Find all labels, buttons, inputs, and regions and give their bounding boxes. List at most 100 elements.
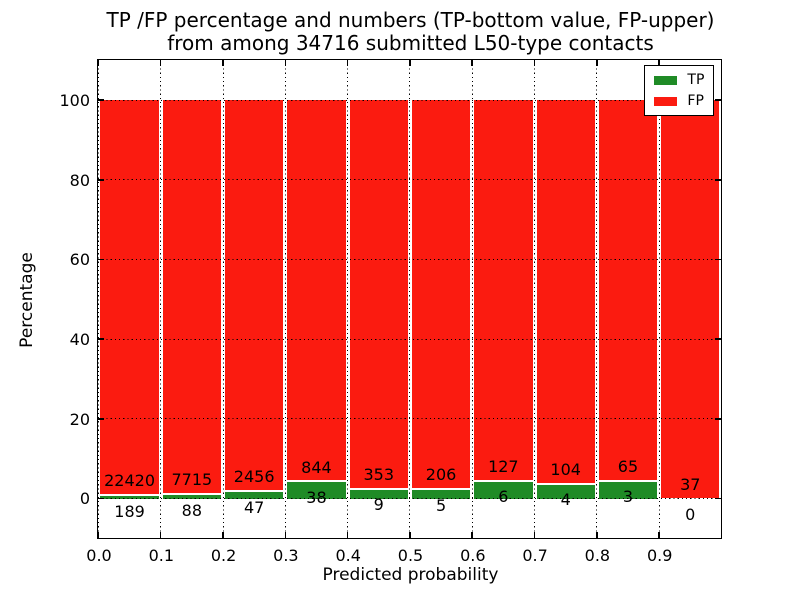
tp-bar-segment: [534, 483, 597, 499]
tick-mark: [715, 418, 722, 420]
v-gridline: [284, 60, 286, 539]
fp-count-label: 844: [301, 457, 332, 477]
tick-mark: [715, 338, 722, 340]
v-gridline: [97, 60, 99, 539]
tp-bar-segment: [160, 494, 223, 499]
tick-mark: [596, 532, 598, 539]
v-gridline: [596, 60, 598, 539]
tick-mark: [98, 179, 105, 181]
tp-count-label: 0: [685, 505, 696, 524]
tick-mark: [159, 532, 162, 539]
tp-bar-segment: [472, 480, 535, 499]
tick-mark: [596, 60, 598, 67]
tp-count-label: 189: [114, 501, 145, 521]
x-tick-label: 0.8: [584, 546, 611, 565]
tp-count-label: 5: [435, 495, 447, 515]
tp-count-label: 4: [560, 490, 571, 510]
chart-title: TP /FP percentage and numbers (TP-bottom…: [99, 9, 722, 55]
x-tick-label: 0.9: [646, 546, 673, 565]
tp-bar-segment: [347, 488, 410, 499]
fp-count-label: 7715: [171, 470, 213, 490]
v-gridline: [222, 60, 224, 539]
v-gridline: [534, 60, 535, 539]
legend-swatch-icon: [654, 75, 678, 85]
legend-entry-fp: FP: [654, 94, 704, 108]
tick-mark: [471, 532, 473, 539]
tp-count-label: 6: [498, 487, 509, 507]
fp-count-label: 206: [425, 465, 457, 485]
fp-bar-segment: [160, 100, 223, 495]
tick-mark: [98, 418, 105, 420]
tp-bar-segment: [596, 480, 660, 499]
tick-mark: [533, 60, 536, 67]
x-tick-label: 0.5: [397, 546, 424, 565]
v-gridline: [471, 60, 473, 539]
tp-count-label: 47: [243, 497, 265, 517]
x-tick-label: 0.4: [335, 546, 361, 565]
fp-bar-segment: [347, 100, 410, 489]
fp-bar-segment: [223, 100, 286, 492]
y-tick-label: 0: [79, 489, 90, 509]
v-gridline: [160, 60, 162, 539]
tick-mark: [284, 532, 287, 539]
legend-label: TP: [687, 72, 705, 89]
fp-bar-segment: [285, 100, 348, 482]
legend: TP FP: [644, 65, 715, 117]
tick-mark: [346, 60, 349, 67]
tick-mark: [715, 258, 722, 261]
tick-mark: [346, 532, 349, 539]
v-gridline: [658, 60, 660, 539]
fp-bar-segment: [409, 100, 473, 490]
tp-count-label: 88: [181, 500, 203, 520]
tick-mark: [658, 532, 660, 539]
chart-title-line1: TP /FP percentage and numbers (TP-bottom…: [106, 8, 715, 32]
tick-mark: [471, 60, 473, 67]
x-tick-label: 0.1: [148, 546, 175, 565]
y-tick-label: 40: [69, 329, 90, 349]
tick-mark: [658, 60, 660, 67]
fp-bar-segment: [98, 100, 161, 496]
fp-bar-segment: [472, 100, 535, 481]
tp-count-label: 9: [373, 495, 384, 515]
tick-mark: [98, 497, 105, 500]
tick-mark: [284, 60, 287, 67]
legend-swatch-icon: [654, 96, 678, 106]
x-tick-label: 0.0: [86, 546, 112, 565]
fp-count-label: 104: [550, 460, 581, 480]
y-tick-label: 80: [69, 170, 90, 190]
x-tick-label: 0.6: [460, 546, 486, 565]
fp-count-label: 37: [680, 474, 701, 494]
v-gridline: [409, 60, 411, 539]
grid-layer: [97, 60, 722, 539]
tp-bar-segment: [98, 495, 161, 499]
fp-count-label: 65: [617, 457, 639, 477]
tick-mark: [715, 179, 722, 181]
tick-mark: [715, 99, 722, 101]
tick-mark: [98, 338, 105, 340]
y-tick-label: 20: [69, 409, 90, 429]
fp-count-label: 2456: [233, 467, 275, 487]
fp-count-label: 127: [488, 456, 519, 476]
x-tick-label: 0.2: [210, 546, 237, 565]
x-axis-label: Predicted probability: [322, 565, 499, 585]
x-tick-label: 0.3: [273, 546, 299, 565]
fp-bar-segment: [534, 100, 597, 484]
tp-bar-segment: [409, 489, 473, 499]
fp-bar-segment: [659, 100, 722, 499]
plot-area: 22420 189 7715 88 2456 47 844 38 353 9 206 5 127 6 104…: [97, 59, 723, 540]
tick-mark: [97, 532, 100, 539]
tick-mark: [409, 532, 411, 539]
bars-layer: [98, 60, 722, 538]
legend-entry-tp: TP: [654, 73, 704, 87]
tp-bar-segment: [223, 491, 286, 499]
tick-mark: [222, 60, 224, 67]
tick-mark: [533, 532, 536, 539]
fp-count-label: 22420: [104, 471, 155, 491]
tick-mark: [715, 497, 722, 500]
tp-count-label: 38: [306, 487, 327, 507]
tick-mark: [409, 60, 411, 67]
tick-mark: [98, 258, 105, 261]
ticks-layer: [97, 60, 722, 539]
fp-count-label: 353: [363, 464, 395, 484]
